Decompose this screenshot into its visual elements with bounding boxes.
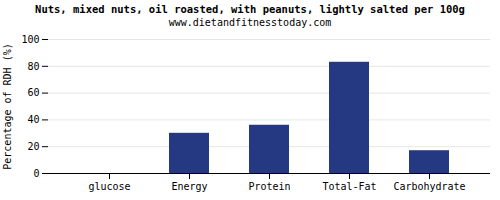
svg-text:100: 100 [21,34,39,45]
html-text:Nuts, mixed nuts, oil roasted,: Nuts, mixed nuts, oil roasted, with pean… [35,3,465,15]
svg-text:0: 0 [33,168,39,179]
svg-text:20: 20 [27,141,39,152]
svg-text:40: 40 [27,114,39,125]
svg-text:Protein: Protein [248,181,290,192]
html-text:www.dietandfitnesstoday.com: www.dietandfitnesstoday.com [168,17,332,28]
svg-text:Percentage of RDH (%): Percentage of RDH (%) [2,43,13,169]
svg-text:80: 80 [27,61,39,72]
svg-text:Total-Fat: Total-Fat [322,181,376,192]
svg-text:glucose: glucose [88,181,130,192]
svg-text:Energy: Energy [171,181,207,192]
svg-text:60: 60 [27,87,39,98]
svg-text:Carbohydrate: Carbohydrate [393,181,465,192]
